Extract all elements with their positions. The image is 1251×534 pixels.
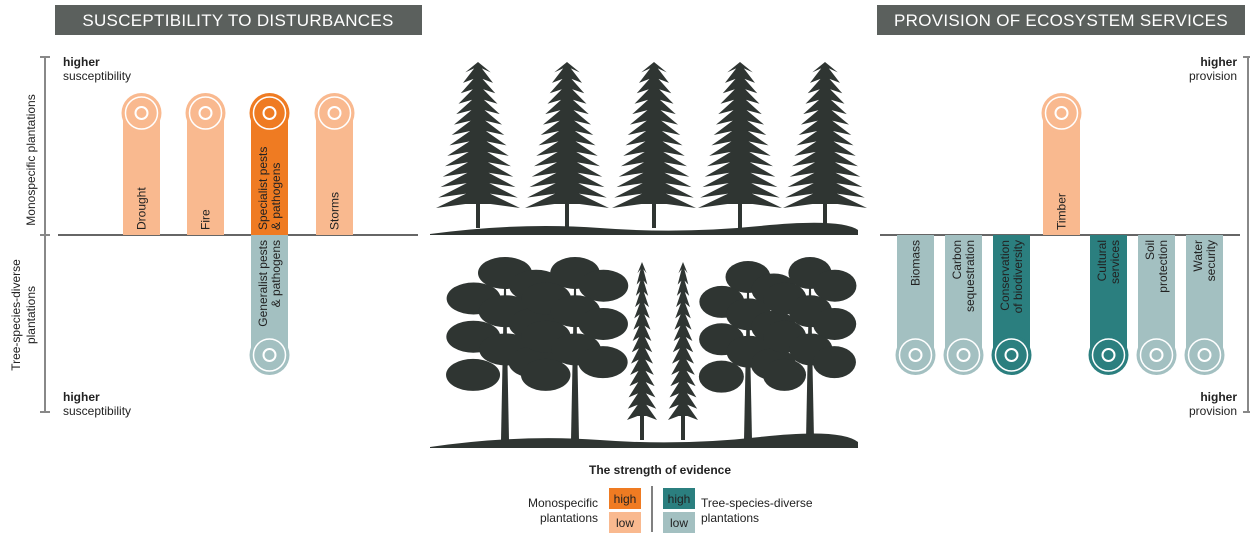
infographic: SUSCEPTIBILITY TO DISTURBANCES PROVISION…: [0, 0, 1251, 534]
icon-badge: [186, 93, 226, 133]
legend-label: Monospecific: [528, 496, 598, 510]
pine: [783, 62, 867, 208]
header-title: PROVISION OF ECOSYSTEM SERVICES: [894, 11, 1228, 30]
bar-label: Specialist pests: [256, 147, 270, 230]
pine: [612, 62, 696, 208]
icon-badge: [992, 335, 1032, 375]
icon-badge: [1137, 335, 1177, 375]
legend-item: low: [616, 516, 634, 530]
legend-item: low: [670, 516, 688, 530]
canopy: [813, 346, 856, 378]
note: susceptibility: [63, 404, 131, 418]
bar-label: Water: [1191, 240, 1205, 272]
pine: [436, 62, 520, 208]
pine: [525, 62, 609, 208]
icon-badge: [122, 93, 162, 133]
bar-label: Soil: [1143, 240, 1157, 260]
legend-label: Tree-species-diverse: [701, 496, 813, 510]
note: provision: [1189, 404, 1237, 418]
canopy: [699, 361, 744, 393]
bar-label: Carbon: [950, 240, 964, 279]
bar-label: Timber: [1055, 193, 1069, 230]
icon-badge: [896, 335, 936, 375]
canopy: [446, 359, 500, 391]
pine: [698, 62, 782, 208]
icon-badge: [1042, 93, 1082, 133]
bar-label: Fire: [199, 209, 213, 230]
ground: [430, 223, 858, 235]
canopy: [763, 359, 806, 391]
bar-label: protection: [1156, 240, 1170, 293]
legend-item: high: [614, 492, 637, 506]
bar-label: services: [1108, 240, 1122, 284]
bar-label: & pathogens: [269, 163, 283, 230]
canopy: [521, 359, 571, 391]
bar-label: Conservation: [998, 240, 1012, 311]
axis-label: plantations: [24, 286, 38, 344]
legend-title: The strength of evidence: [589, 463, 731, 477]
pine: [627, 262, 657, 420]
note: susceptibility: [63, 69, 131, 83]
legend-item: high: [668, 492, 691, 506]
note-bold: higher: [1200, 55, 1237, 69]
tree-illustration: [430, 62, 867, 448]
bar-label: Storms: [328, 192, 342, 230]
axis-label: Tree-species-diverse: [9, 259, 23, 371]
icon-badge: [1185, 335, 1225, 375]
bar-label: of biodiversity: [1011, 240, 1025, 313]
icon-badge: [250, 335, 290, 375]
icon-badge: [250, 93, 290, 133]
bar-label: Drought: [135, 187, 149, 230]
axis-label: Monospecific plantations: [24, 94, 38, 225]
bar-label: security: [1204, 240, 1218, 281]
legend-label: plantations: [540, 511, 598, 525]
canopy: [578, 346, 628, 378]
icon-badge: [1089, 335, 1129, 375]
icon-badge: [315, 93, 355, 133]
header-title: SUSCEPTIBILITY TO DISTURBANCES: [82, 11, 393, 30]
bar-label: Biomass: [909, 240, 923, 286]
pine: [668, 262, 698, 420]
note-bold: higher: [63, 390, 100, 404]
bar-label: & pathogens: [269, 240, 283, 307]
note: provision: [1189, 69, 1237, 83]
bar-label: sequestration: [963, 240, 977, 312]
legend-label: plantations: [701, 511, 759, 525]
bar-label: Cultural: [1095, 240, 1109, 281]
icon-badge: [944, 335, 984, 375]
note-bold: higher: [63, 55, 100, 69]
note-bold: higher: [1200, 390, 1237, 404]
bar-label: Generalist pests: [256, 240, 270, 327]
